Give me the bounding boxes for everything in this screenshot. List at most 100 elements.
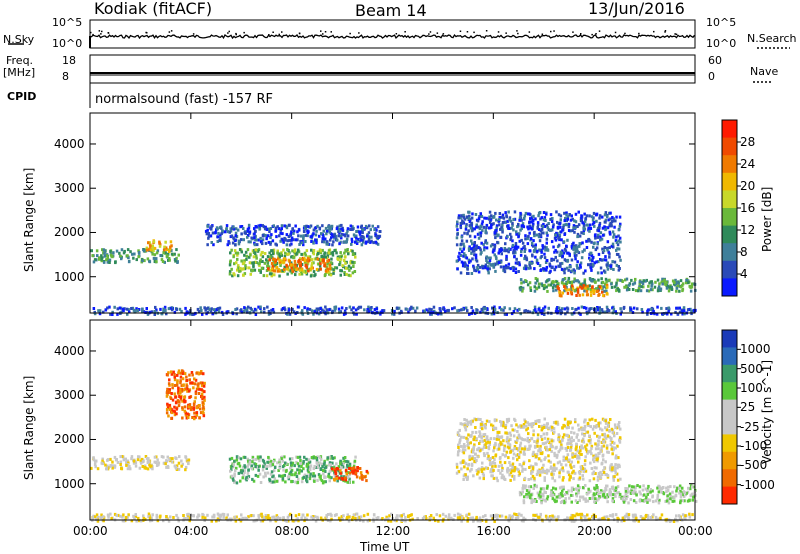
power-echo-cell bbox=[218, 306, 222, 310]
power-echo-cell bbox=[574, 249, 578, 253]
nsky-dot bbox=[228, 30, 230, 33]
velocity-echo-cell bbox=[184, 411, 187, 415]
velocity-echo-cell bbox=[189, 408, 193, 412]
power-echo-cell bbox=[550, 220, 554, 223]
velocity-echo-cell bbox=[176, 391, 180, 395]
velocity-echo-cell bbox=[552, 427, 556, 430]
power-echo-cell bbox=[637, 289, 640, 293]
velocity-echo-cell bbox=[202, 406, 205, 409]
power-echo-cell bbox=[488, 221, 492, 224]
power-echo-cell bbox=[613, 285, 617, 289]
power-echo-cell bbox=[344, 266, 348, 270]
power-echo-cell bbox=[152, 256, 156, 260]
power-echo-cell bbox=[164, 246, 168, 250]
velocity-echo-cell bbox=[530, 437, 533, 441]
power-echo-cell bbox=[242, 309, 246, 313]
velocity-echo-cell bbox=[669, 485, 672, 489]
power-echo-cell bbox=[244, 250, 248, 254]
nsky-dot bbox=[192, 33, 195, 35]
power-echo-cell bbox=[319, 258, 323, 262]
velocity-echo-cell bbox=[513, 428, 516, 432]
power-echo-cell bbox=[148, 241, 151, 245]
power-echo-cell bbox=[605, 289, 608, 293]
velocity-echo-cell bbox=[491, 461, 495, 464]
velocity-echo-cell bbox=[497, 437, 501, 441]
velocity-echo-cell bbox=[179, 379, 182, 383]
power-echo-cell bbox=[116, 307, 119, 311]
power-echo-cell bbox=[614, 310, 617, 314]
velocity-echo-cell bbox=[296, 455, 300, 459]
power-echo-cell bbox=[264, 233, 267, 237]
velocity-echo-cell bbox=[199, 407, 202, 411]
velocity-echo-cell bbox=[500, 464, 503, 467]
velocity-echo-cell bbox=[201, 410, 205, 414]
power-echo-cell bbox=[366, 308, 369, 311]
velocity-echo-cell bbox=[493, 458, 496, 462]
power-echo-cell bbox=[631, 288, 635, 291]
velocity-echo-cell bbox=[305, 464, 309, 468]
velocity-echo-cell bbox=[525, 424, 528, 428]
power-echo-cell bbox=[146, 257, 150, 261]
power-echo-cell bbox=[335, 251, 338, 255]
velocity-echo-cell bbox=[298, 468, 301, 472]
velocity-echo-cell bbox=[534, 419, 537, 423]
power-echo-cell bbox=[472, 266, 476, 270]
velocity-echo-cell bbox=[281, 477, 285, 481]
power-echo-cell bbox=[237, 266, 240, 270]
power-echo-cell bbox=[601, 285, 604, 289]
velocity-echo-cell bbox=[193, 382, 197, 386]
power-echo-cell bbox=[519, 228, 522, 232]
power-echo-cell bbox=[162, 251, 165, 255]
velocity-echo-cell bbox=[639, 515, 643, 518]
velocity-echo-cell bbox=[572, 464, 576, 468]
power-echo-cell bbox=[279, 252, 283, 256]
velocity-echo-cell bbox=[474, 426, 477, 429]
velocity-echo-cell bbox=[678, 491, 681, 495]
power-echo-cell bbox=[232, 272, 235, 276]
power-echo-cell bbox=[349, 266, 352, 270]
velocity-echo-cell bbox=[177, 369, 181, 373]
velocity-echo-cell bbox=[618, 421, 621, 424]
velocity-echo-cell bbox=[638, 499, 642, 503]
power-echo-cell bbox=[260, 310, 263, 314]
velocity-echo-cell bbox=[194, 392, 198, 396]
power-echo-cell bbox=[370, 306, 373, 309]
velocity-echo-cell bbox=[188, 373, 191, 377]
velocity-echo-cell bbox=[195, 371, 198, 375]
power-echo-cell bbox=[341, 232, 344, 236]
power-echo-cell bbox=[502, 268, 505, 272]
power-echo-cell bbox=[321, 240, 324, 244]
velocity-echo-cell bbox=[530, 425, 534, 428]
power-echo-cell bbox=[276, 225, 279, 229]
velocity-echo-cell bbox=[493, 444, 496, 448]
nsky-dot bbox=[459, 30, 462, 32]
velocity-echo-cell bbox=[638, 485, 642, 489]
power-echo-cell bbox=[611, 230, 615, 234]
velocity-echo-cell bbox=[567, 426, 570, 429]
velocity-echo-cell bbox=[575, 444, 578, 448]
power-echo-cell bbox=[579, 219, 583, 223]
velocity-echo-cell bbox=[182, 388, 186, 392]
power-echo-cell bbox=[269, 241, 272, 244]
velocity-echo-cell bbox=[681, 486, 684, 490]
velocity-echo-cell bbox=[333, 468, 336, 472]
power-echo-cell bbox=[589, 266, 593, 270]
power-echo-cell bbox=[598, 308, 602, 312]
velocity-echo-cell bbox=[555, 495, 559, 499]
power-echo-cell bbox=[563, 307, 567, 311]
power-echo-cell bbox=[623, 285, 626, 289]
power-echo-cell bbox=[354, 255, 357, 259]
power-echo-cell bbox=[261, 238, 265, 242]
velocity-echo-cell bbox=[515, 454, 518, 458]
velocity-echo-cell bbox=[570, 444, 573, 447]
power-echo-cell bbox=[687, 281, 690, 285]
velocity-echo-cell bbox=[323, 480, 326, 484]
velocity-echo-cell bbox=[509, 433, 512, 437]
power-echo-cell bbox=[261, 255, 265, 259]
power-echo-cell bbox=[530, 216, 534, 220]
velocity-echo-cell bbox=[668, 492, 672, 496]
power-echo-cell bbox=[530, 261, 533, 265]
velocity-echo-cell bbox=[596, 486, 599, 489]
velocity-echo-cell bbox=[583, 515, 586, 518]
power-echo-cell bbox=[541, 246, 545, 250]
